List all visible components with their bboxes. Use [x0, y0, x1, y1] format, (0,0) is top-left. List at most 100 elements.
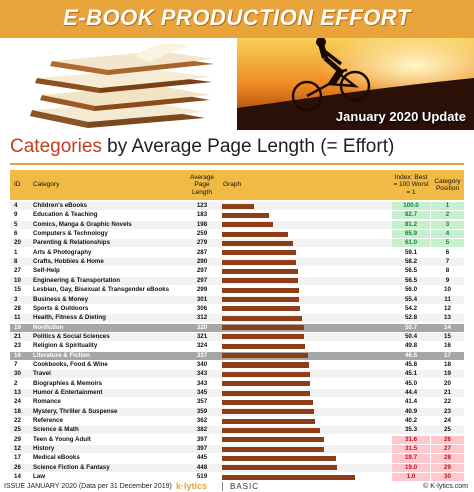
row-index: 40.9	[404, 407, 418, 415]
row-category: Cookbooks, Food & Wine	[33, 360, 108, 368]
footer-edition: BASIC	[230, 482, 260, 491]
row-id: 23	[14, 342, 21, 350]
table-row: 25 Science & Math 382 35.3 25	[10, 426, 464, 435]
footer-issue: ISSUE JANUARY 2020 (Data per 31 December…	[4, 483, 172, 490]
table-row: 13 Humor & Entertainment 345 44.4 21	[10, 389, 464, 398]
row-index: 19.0	[392, 463, 430, 472]
row-category: Teen & Young Adult	[33, 435, 91, 443]
row-id: 28	[14, 304, 21, 312]
table-row: 21 Politics & Social Sciences 321 50.4 15	[10, 332, 464, 341]
table-row: 29 Teen & Young Adult 397 31.6 26	[10, 435, 464, 444]
row-id: 30	[14, 370, 21, 378]
row-position: 8	[445, 267, 450, 275]
length-bar	[222, 446, 324, 452]
row-length: 279	[196, 239, 208, 247]
row-index: 56.5	[404, 267, 418, 275]
header-id: ID	[14, 181, 21, 189]
page-title: E-BOOK PRODUCTION EFFORT	[63, 5, 411, 30]
row-length: 123	[196, 202, 208, 209]
row-position: 3	[431, 220, 464, 229]
length-bar	[222, 325, 304, 331]
row-length: 448	[196, 463, 208, 471]
row-index: 31.6	[392, 435, 430, 444]
table-row: 2 Biographies & Memoirs 343 45.0 20	[10, 379, 464, 388]
length-bar	[222, 390, 311, 396]
row-position: 19	[444, 370, 451, 378]
table-row: 3 Business & Money 301 55.4 11	[10, 295, 464, 304]
book-stack-icon	[30, 43, 214, 128]
row-position: 10	[444, 286, 451, 294]
length-bar	[222, 427, 320, 433]
row-position: 24	[444, 417, 451, 425]
footer-divider	[222, 482, 223, 491]
table-row: 11 Health, Fitness & Dieting 312 52.8 13	[10, 314, 464, 323]
header-position: Category Position	[434, 177, 461, 193]
row-category: Self-Help	[33, 267, 60, 275]
row-length: 321	[196, 332, 208, 340]
row-index: 52.8	[404, 314, 418, 322]
row-id: 12	[14, 445, 21, 453]
length-bar	[222, 259, 297, 265]
length-bar	[222, 343, 306, 349]
row-position: 2	[431, 211, 464, 220]
row-length: 320	[196, 323, 208, 331]
row-length: 357	[196, 398, 208, 406]
row-position: 25	[444, 426, 451, 434]
row-id: 15	[14, 286, 21, 294]
row-id: 16	[14, 351, 21, 359]
row-length: 297	[196, 276, 208, 284]
table-row: 17 Medical eBooks 445 19.7 28	[10, 454, 464, 463]
table-row: 24 Romance 357 41.4 22	[10, 398, 464, 407]
row-length: 340	[196, 360, 208, 368]
table-row: 9 Education & Teaching 183 82.7 2	[10, 211, 464, 220]
row-id: 19	[14, 323, 21, 331]
row-length: 287	[196, 248, 208, 256]
table-row: 28 Sports & Outdoors 306 54.2 12	[10, 304, 464, 313]
length-bar	[222, 287, 299, 293]
length-bar	[222, 353, 309, 359]
row-position: 14	[444, 323, 451, 331]
row-length: 312	[196, 314, 208, 322]
length-bar	[222, 315, 302, 321]
length-bar	[222, 306, 301, 312]
row-index: 45.1	[404, 370, 418, 378]
length-bar	[222, 231, 289, 237]
row-position: 21	[444, 389, 451, 396]
row-category: Education & Teaching	[33, 211, 98, 219]
row-category: Nonfiction	[33, 323, 64, 331]
row-id: 1	[14, 248, 18, 256]
row-position: 18	[444, 360, 451, 368]
row-position: 4	[431, 230, 464, 239]
row-category: Health, Fitness & Dieting	[33, 314, 106, 322]
row-category: Medical eBooks	[33, 454, 80, 462]
length-bar	[222, 268, 299, 275]
row-category: Parenting & Relationships	[33, 239, 111, 247]
table-row: 26 Science Fiction & Fantasy 448 19.0 29	[10, 463, 464, 472]
row-position: 9	[445, 276, 450, 284]
table-row: 19 Nonfiction 320 50.7 14	[10, 323, 464, 332]
row-id: 10	[14, 276, 21, 284]
row-id: 9	[14, 211, 18, 219]
length-bar	[222, 240, 294, 246]
row-position: 11	[444, 295, 451, 303]
row-category: Science & Math	[33, 426, 79, 434]
row-position: 29	[431, 463, 464, 472]
row-position: 26	[431, 435, 464, 444]
length-bar	[222, 334, 305, 340]
row-length: 290	[196, 258, 208, 266]
table-row: 10 Engineering & Transportation 297 56.5 9	[10, 276, 464, 285]
row-length: 259	[196, 230, 208, 238]
length-bar	[222, 222, 273, 228]
row-length: 397	[196, 435, 208, 443]
subtitle-rest: by Average Page Length (= Effort)	[101, 136, 395, 157]
row-id: 4	[14, 202, 18, 209]
length-bar	[222, 399, 314, 405]
row-category: Mystery, Thriller & Suspense	[33, 407, 118, 415]
row-category: Travel	[33, 370, 51, 378]
row-index: 54.2	[404, 304, 418, 312]
row-category: History	[33, 445, 55, 453]
row-id: 8	[14, 258, 18, 266]
row-index: 82.7	[392, 211, 430, 220]
length-bar	[222, 371, 310, 377]
row-length: 183	[196, 211, 208, 219]
